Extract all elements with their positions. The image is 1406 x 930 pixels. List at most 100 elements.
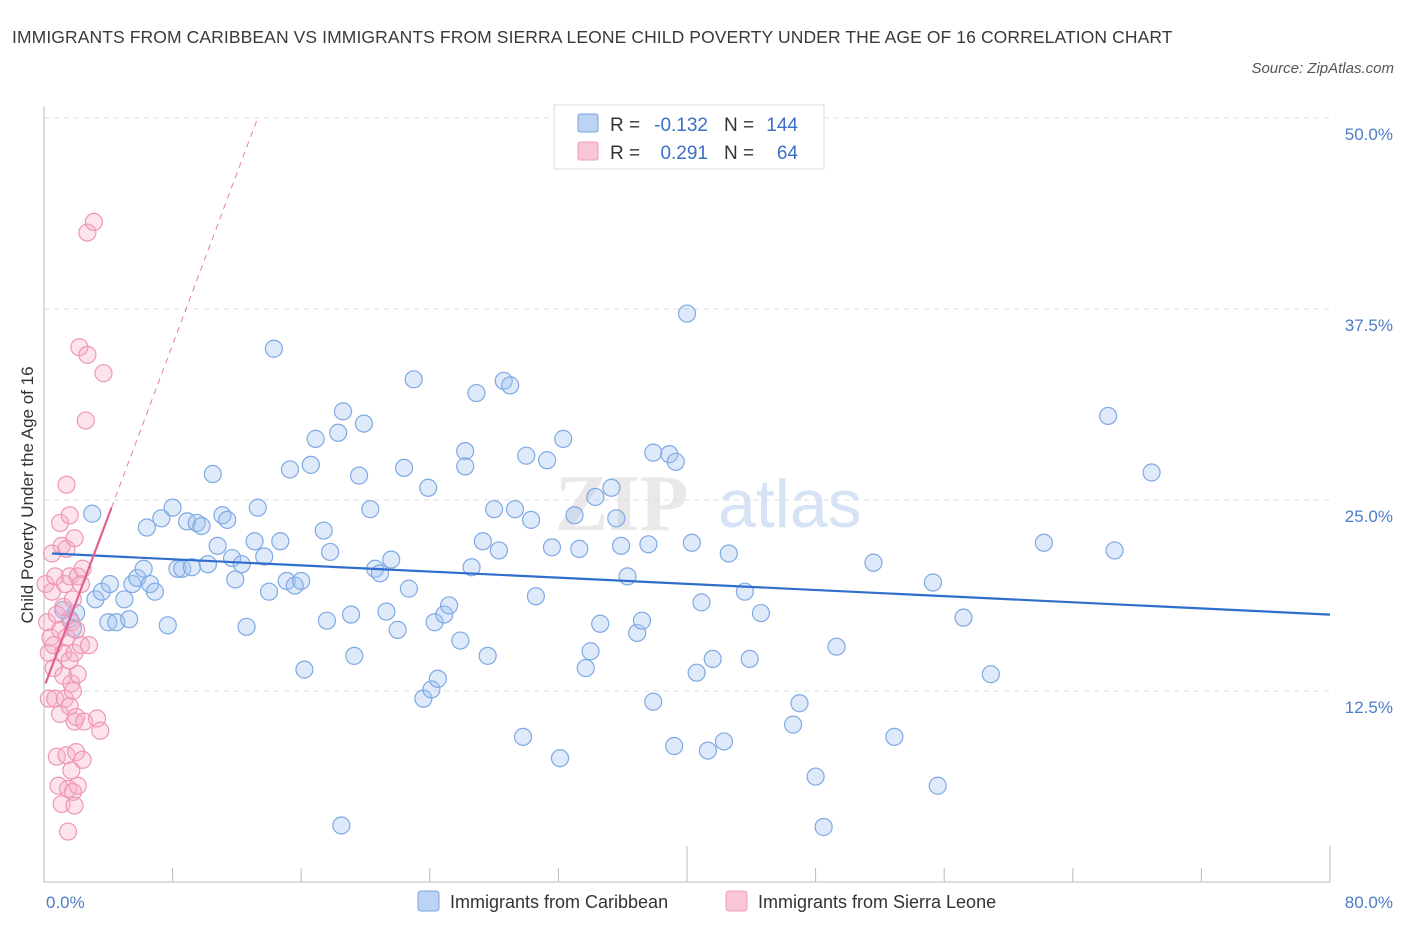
point-caribbean-65: [399, 579, 419, 598]
point-caribbean-88: [521, 510, 541, 529]
point-sierra-leone-63: [94, 364, 113, 383]
point-sierra-leone-3: [39, 689, 58, 708]
point-caribbean-8: [100, 574, 120, 594]
legend-r-value-1: -0.132: [654, 115, 708, 136]
y-tick-labels: 12.5% 25.0% 37.5% 50.0%: [1345, 125, 1393, 717]
point-caribbean-36: [245, 532, 264, 551]
point-caribbean-118: [714, 732, 734, 751]
point-caribbean-66: [404, 370, 423, 389]
point-caribbean-64: [394, 458, 414, 478]
point-caribbean-48: [306, 429, 325, 448]
point-caribbean-106: [639, 535, 658, 554]
point-caribbean-41: [271, 532, 290, 551]
trend-line-sierra-leone: [44, 507, 113, 684]
point-caribbean-82: [489, 541, 509, 560]
point-caribbean-138: [814, 817, 833, 837]
point-sierra-leone-62: [91, 721, 110, 740]
point-sierra-leone-44: [67, 620, 86, 639]
point-caribbean-122: [751, 603, 771, 623]
point-sierra-leone-48: [68, 665, 87, 684]
point-caribbean-57: [354, 414, 373, 433]
point-sierra-leone-59: [79, 636, 99, 655]
point-sierra-leone-36: [62, 761, 81, 780]
point-sierra-leone-49: [68, 776, 87, 795]
point-caribbean-93: [550, 749, 570, 768]
point-caribbean-79: [473, 532, 492, 551]
chart-title: IMMIGRANTS FROM CARIBBEAN VS IMMIGRANTS …: [12, 27, 1173, 47]
legend-n-value-2: 64: [777, 143, 799, 164]
point-caribbean-78: [467, 383, 486, 403]
point-caribbean-101: [607, 509, 626, 528]
axes: [43, 106, 1331, 883]
legend-r-value-2: 0.291: [660, 143, 708, 164]
point-caribbean-134: [1099, 406, 1118, 426]
point-caribbean-91: [542, 538, 562, 557]
point-caribbean-116: [698, 741, 717, 760]
point-caribbean-62: [382, 550, 401, 569]
point-caribbean-54: [341, 605, 361, 624]
point-caribbean-26: [192, 516, 211, 536]
point-caribbean-53: [333, 402, 353, 421]
point-caribbean-63: [388, 620, 407, 639]
trend-line-caribbean: [51, 552, 1331, 616]
point-caribbean-133: [1034, 533, 1053, 552]
point-caribbean-84: [501, 376, 520, 395]
legend-swatch-sierra-leone: [577, 141, 599, 161]
point-sierra-leone-39: [63, 782, 83, 801]
point-caribbean-95: [570, 539, 589, 558]
point-caribbean-80: [478, 646, 497, 665]
point-caribbean-4: [83, 504, 102, 523]
point-caribbean-109: [660, 445, 679, 464]
legend-n-value-1: 144: [766, 115, 798, 136]
point-sierra-leone-25: [57, 475, 76, 494]
point-caribbean-19: [158, 616, 177, 635]
point-caribbean-28: [203, 464, 222, 484]
point-caribbean-61: [377, 602, 396, 621]
point-sierra-leone-11: [47, 605, 66, 624]
legend-r-label-1: R =: [610, 115, 640, 136]
point-caribbean-90: [538, 451, 557, 470]
point-caribbean-132: [981, 665, 1000, 684]
point-caribbean-129: [923, 573, 943, 592]
point-caribbean-20: [163, 498, 182, 517]
point-caribbean-69: [422, 680, 441, 699]
point-caribbean-125: [806, 767, 825, 786]
point-caribbean-76: [456, 457, 475, 476]
gridlines: [44, 117, 1330, 692]
point-caribbean-111: [666, 452, 685, 471]
point-caribbean-128: [885, 727, 904, 746]
point-caribbean-86: [513, 727, 533, 746]
point-caribbean-73: [439, 596, 459, 615]
point-caribbean-47: [301, 455, 320, 474]
point-caribbean-18: [152, 509, 171, 528]
point-caribbean-94: [565, 506, 584, 525]
legend-r-label-2: R =: [610, 143, 640, 164]
point-caribbean-131: [954, 608, 973, 627]
bottom-legend-label-caribbean: Immigrants from Caribbean: [450, 892, 668, 912]
data-points: [36, 212, 1161, 841]
point-caribbean-105: [632, 611, 652, 630]
point-caribbean-130: [928, 776, 947, 795]
point-caribbean-85: [505, 500, 525, 519]
point-caribbean-70: [425, 613, 444, 632]
bottom-legend-swatch-sierra-leone: [725, 890, 748, 912]
point-caribbean-115: [692, 593, 711, 612]
x-tick-label-0: 0.0%: [46, 893, 85, 912]
point-sierra-leone-40: [65, 529, 84, 548]
point-caribbean-34: [232, 555, 251, 574]
watermark-zip: ZIP: [555, 460, 688, 548]
y-axis-label: Child Poverty Under the Age of 16: [18, 366, 37, 623]
point-caribbean-71: [428, 669, 447, 688]
point-caribbean-17: [145, 582, 165, 601]
point-caribbean-39: [259, 582, 279, 601]
trend-lines: [44, 117, 1331, 684]
point-caribbean-126: [827, 637, 846, 656]
point-caribbean-136: [1142, 463, 1161, 482]
point-caribbean-96: [576, 658, 595, 678]
point-caribbean-72: [435, 605, 454, 624]
point-sierra-leone-9: [46, 567, 65, 586]
point-caribbean-97: [581, 642, 600, 661]
point-caribbean-25: [187, 513, 206, 533]
point-caribbean-46: [295, 660, 314, 679]
point-caribbean-135: [1105, 541, 1124, 560]
